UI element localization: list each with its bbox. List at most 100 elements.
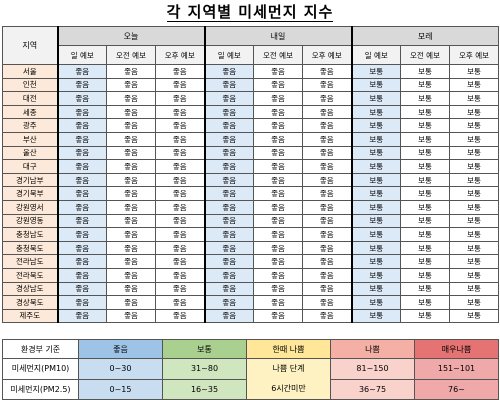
cell: 좋음: [155, 104, 205, 120]
cell: 좋음: [56, 118, 107, 133]
cell: 보통: [400, 145, 450, 161]
cell: 좋음: [56, 227, 107, 242]
region: 부산: [2, 131, 58, 147]
cell: 좋음: [302, 186, 352, 201]
cell: 보통: [350, 77, 401, 93]
sometimes-bad-line: 6시간미만: [271, 384, 306, 393]
cell: 보통: [448, 64, 500, 79]
level: 매우나쁨: [414, 339, 499, 359]
cell: 보통: [448, 199, 500, 215]
cell: 좋음: [302, 159, 352, 174]
cell: 좋음: [106, 118, 156, 133]
cell: 좋음: [253, 186, 303, 201]
cell: 좋음: [253, 240, 303, 256]
cell: 좋음: [56, 64, 107, 79]
data-row: 전라남도 좋음 좋음 좋음 좋음 좋음 좋음 보통 보통 보통: [2, 254, 500, 269]
cell: 좋음: [155, 64, 205, 79]
cell: 좋음: [56, 104, 107, 120]
cell: 좋음: [302, 308, 352, 324]
region: 충청남도: [2, 227, 58, 242]
cell: 보통: [400, 91, 450, 106]
cell: 좋음: [253, 295, 303, 310]
cell: 좋음: [155, 77, 205, 93]
cell: 보통: [350, 159, 401, 174]
group-header: 내일: [203, 26, 352, 46]
region: 제주도: [2, 308, 58, 324]
region: 인천: [2, 77, 58, 93]
cell: 보통: [350, 172, 401, 188]
data-row: 충청북도 좋음 좋음 좋음 좋음 좋음 좋음 보통 보통 보통: [2, 240, 500, 256]
region: 경기남부: [2, 172, 58, 188]
cell: 좋음: [56, 295, 107, 310]
cell: 보통: [448, 295, 500, 310]
cell: 보통: [350, 131, 401, 147]
sometimes-bad-line: 나쁨 단계: [272, 364, 305, 373]
cell: 보통: [350, 118, 401, 133]
data-row: 울산 좋음 좋음 좋음 좋음 좋음 좋음 보통 보통 보통: [2, 145, 500, 161]
cell: 좋음: [302, 240, 352, 256]
sub-header: 오후 예보: [155, 45, 205, 65]
region: 경기북부: [2, 186, 58, 201]
cell: 좋음: [106, 199, 156, 215]
data-row: 세종 좋음 좋음 좋음 좋음 좋음 좋음 보통 보통 보통: [2, 104, 500, 120]
cell: 좋음: [302, 131, 352, 147]
cell: 보통: [350, 295, 401, 310]
cell: 보통: [400, 104, 450, 120]
level: 나쁨: [330, 339, 415, 359]
cell: 좋음: [302, 145, 352, 161]
cell: 보통: [400, 186, 450, 201]
cell: 좋음: [106, 91, 156, 106]
cell: 좋음: [106, 213, 156, 229]
cell: 좋음: [106, 186, 156, 201]
cell: 좋음: [302, 281, 352, 297]
data-row: 제주도 좋음 좋음 좋음 좋음 좋음 좋음 보통 보통 보통: [2, 308, 500, 324]
range: 0~30: [78, 358, 163, 380]
cell: 좋음: [155, 91, 205, 106]
sub-header: 일 예보: [56, 45, 107, 65]
cell: 좋음: [56, 91, 107, 106]
cell: 좋음: [56, 172, 107, 188]
cell: 좋음: [203, 199, 254, 215]
cell: 보통: [448, 159, 500, 174]
cell: 보통: [448, 308, 500, 324]
range: 31~80: [162, 358, 247, 380]
sub-header: 일 예보: [203, 45, 254, 65]
cell: 좋음: [106, 295, 156, 310]
legend-label: 미세먼지(PM2.5): [2, 378, 79, 400]
cell: 좋음: [106, 254, 156, 269]
sub-header: 일 예보: [350, 45, 401, 65]
cell: 좋음: [106, 77, 156, 93]
cell: 좋음: [106, 267, 156, 283]
cell: 좋음: [56, 186, 107, 201]
cell: 보통: [350, 104, 401, 120]
level: 좋음: [78, 339, 163, 359]
cell: 좋음: [253, 91, 303, 106]
cell: 좋음: [253, 199, 303, 215]
cell: 좋음: [203, 227, 254, 242]
cell: 좋음: [203, 77, 254, 93]
cell: 좋음: [253, 227, 303, 242]
cell: 보통: [448, 227, 500, 242]
data-row: 강원영동 좋음 좋음 좋음 좋음 좋음 좋음 보통 보통 보통: [2, 213, 500, 229]
cell: 좋음: [203, 131, 254, 147]
cell: 보통: [400, 227, 450, 242]
cell: 좋음: [56, 145, 107, 161]
data-row: 경기남부 좋음 좋음 좋음 좋음 좋음 좋음 보통 보통 보통: [2, 172, 500, 188]
cell: 좋음: [155, 308, 205, 324]
cell: 좋음: [106, 131, 156, 147]
cell: 좋음: [253, 145, 303, 161]
cell: 좋음: [253, 213, 303, 229]
data-row: 부산 좋음 좋음 좋음 좋음 좋음 좋음 보통 보통 보통: [2, 131, 500, 147]
cell: 보통: [400, 308, 450, 324]
cell: 좋음: [302, 91, 352, 106]
sub-header: 오전 예보: [400, 45, 450, 65]
cell: 보통: [448, 91, 500, 106]
data-row: 서울 좋음 좋음 좋음 좋음 좋음 좋음 보통 보통 보통: [2, 64, 500, 79]
cell: 좋음: [302, 227, 352, 242]
cell: 좋음: [203, 281, 254, 297]
cell: 좋음: [155, 199, 205, 215]
cell: 좋음: [203, 267, 254, 283]
cell: 좋음: [56, 281, 107, 297]
cell: 보통: [448, 267, 500, 283]
legend-label: 미세먼지(PM10): [2, 358, 79, 380]
